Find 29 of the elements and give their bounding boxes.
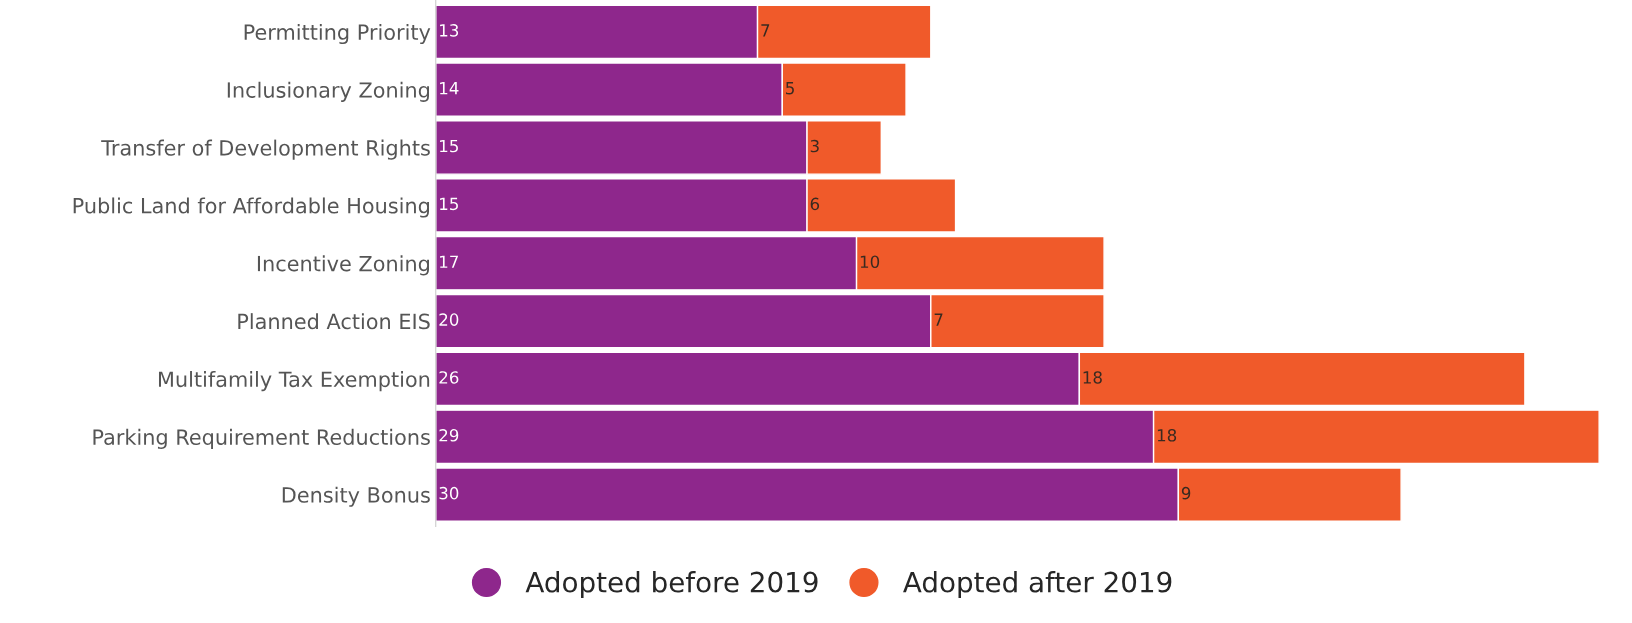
data-label: 9	[1181, 486, 1191, 500]
data-label: 15	[440, 197, 458, 211]
data-label: 29	[439, 429, 459, 442]
data-label: 10	[860, 255, 880, 269]
data-label: 14	[440, 82, 459, 95]
data-label: 13	[440, 24, 459, 37]
y-tick-label: Inclusionary Zoning	[227, 81, 429, 102]
y-tick-label: Public Land for Affordable Housing	[73, 197, 429, 218]
y-tick-label: Density Bonus	[282, 486, 430, 507]
y-tick-label: Permitting Priority	[244, 23, 431, 45]
data-label: 18	[1083, 371, 1102, 384]
data-label: 18	[1157, 429, 1177, 442]
y-tick-label: Incentive Zoning	[257, 255, 429, 276]
y-tick-label: Parking Requirement Reductions	[93, 428, 430, 450]
data-label: 5	[786, 82, 794, 95]
data-label: 3	[810, 139, 819, 153]
data-label: 26	[439, 371, 459, 384]
data-label: 6	[810, 197, 820, 211]
data-label: 17	[440, 255, 458, 268]
y-tick-label: Planned Action EIS	[238, 313, 430, 330]
y-tick-label: Multifamily Tax Exemption	[158, 371, 430, 392]
y-tick-label: Transfer of Development Rights	[101, 139, 430, 160]
legend-label: Adopted after 2019	[903, 571, 1172, 598]
data-label: 15	[440, 139, 458, 153]
data-label: 7	[761, 24, 770, 37]
data-label: 7	[934, 313, 943, 326]
data-label: 20	[439, 313, 459, 326]
data-label: 30	[439, 486, 459, 500]
legend-label: Adopted before 2019	[525, 571, 818, 598]
